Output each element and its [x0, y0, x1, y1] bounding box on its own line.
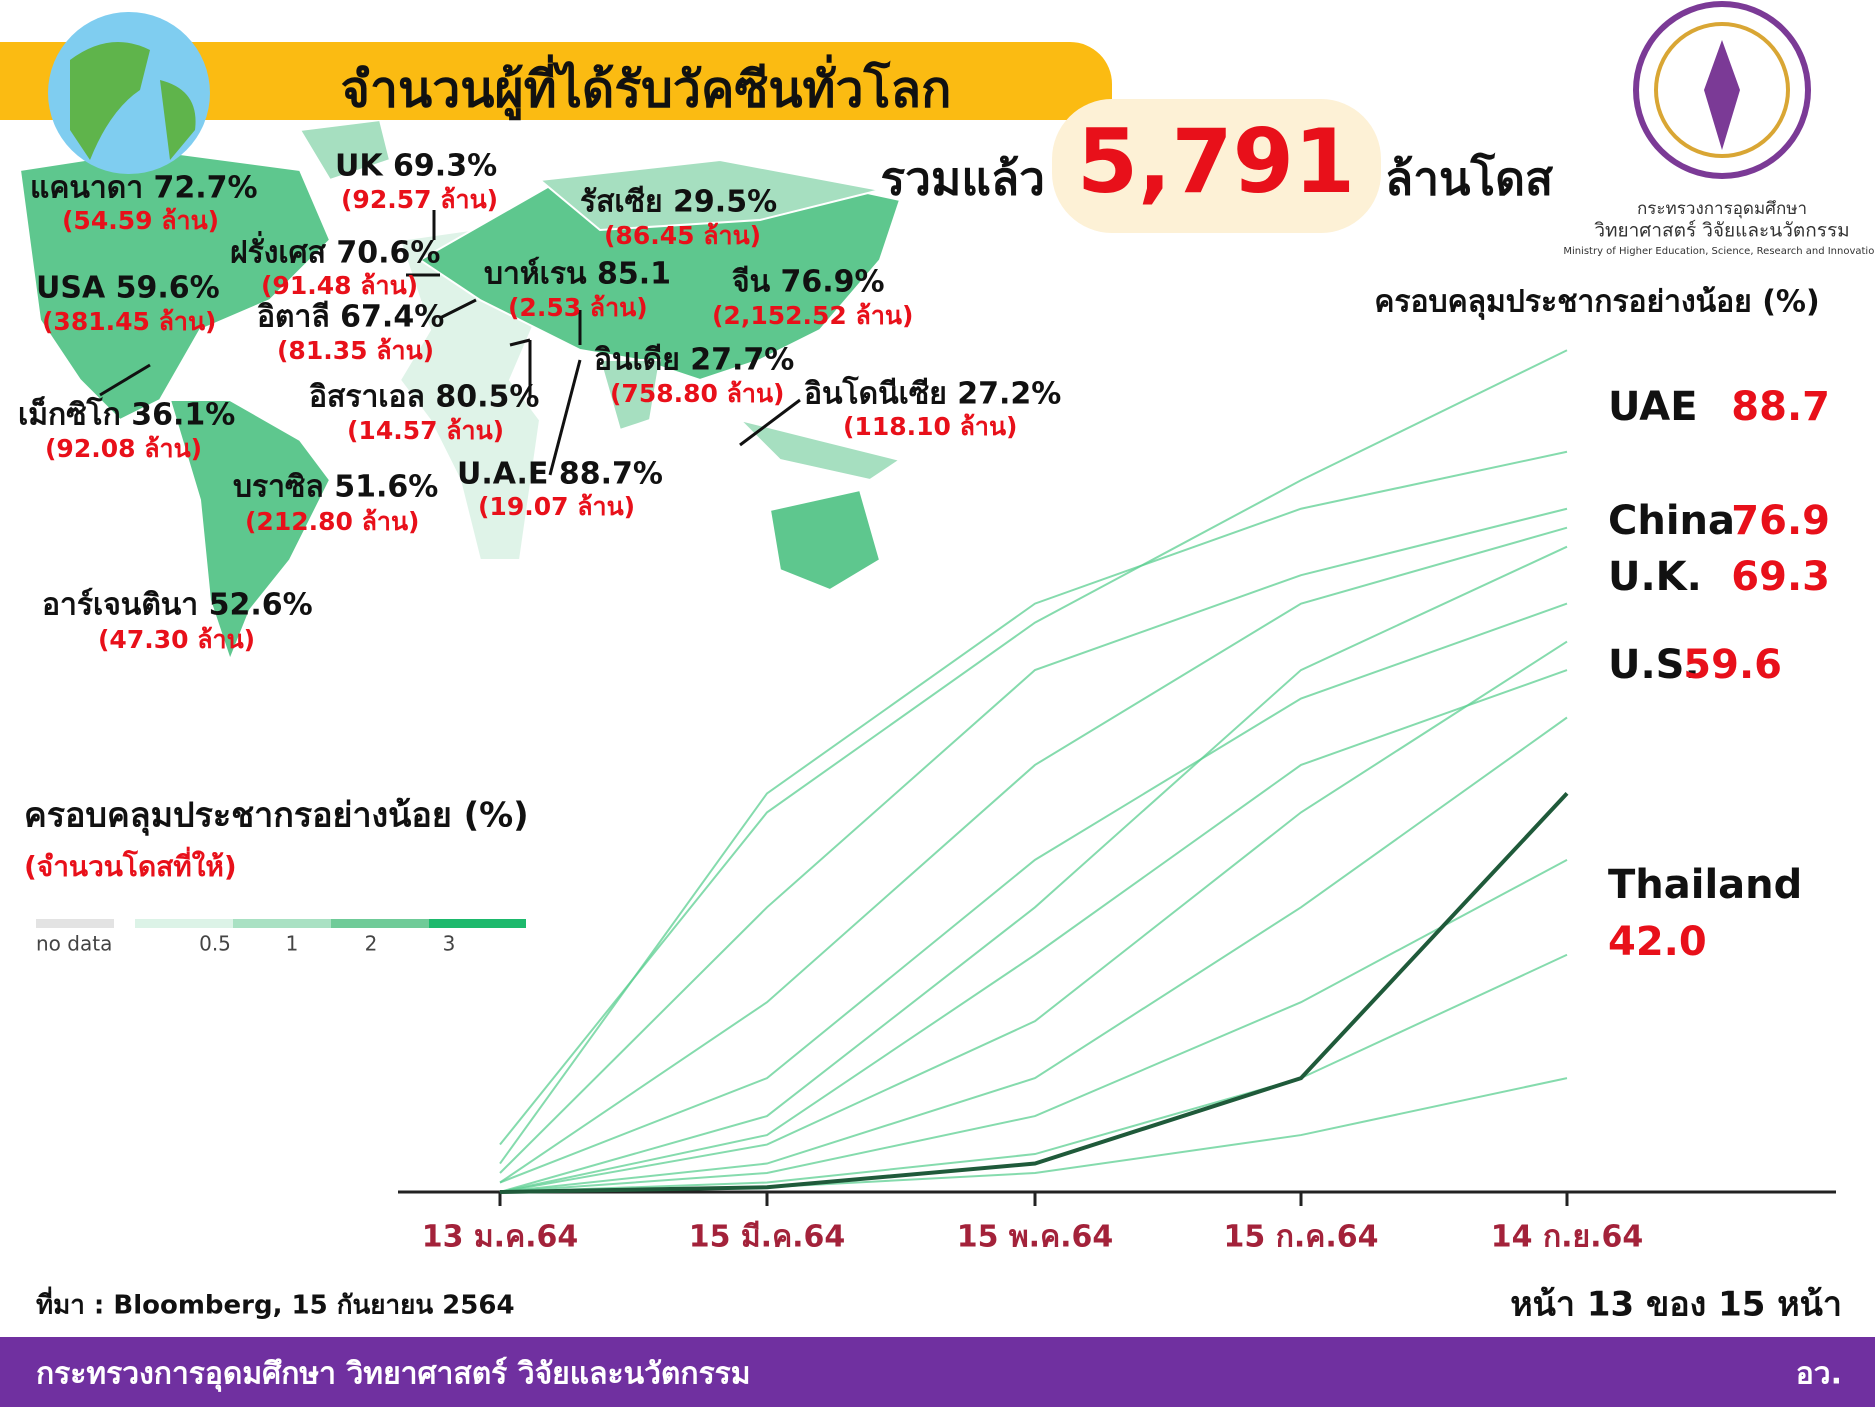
map-label: อิตาลี 67.4% [257, 300, 444, 335]
map-label: USA 59.6% [36, 271, 220, 306]
legend-swatch [36, 919, 114, 928]
callout-name: U.K. [1608, 554, 1702, 600]
callout-value: 76.9 [1731, 498, 1830, 544]
callout-name: Thailand [1608, 862, 1802, 908]
page-number: หน้า 13 ของ 15 หน้า [1510, 1285, 1842, 1325]
callout-value: 88.7 [1731, 384, 1830, 430]
callout-name: China [1608, 498, 1735, 544]
map-doses: (47.30 ล้าน) [98, 625, 255, 654]
legend-title: ครอบคลุมประชากรอย่างน้อย (%) [24, 796, 529, 837]
ministry-short: อว. [1796, 1357, 1842, 1392]
x-tick-label: 13 ม.ค.64 [422, 1220, 579, 1255]
globe-land [70, 42, 196, 160]
map-doses: (118.10 ล้าน) [843, 412, 1017, 441]
series-line [499, 545, 1568, 1193]
series-line [499, 716, 1568, 1193]
map-label: รัสเซีย 29.5% [580, 185, 777, 220]
logo-ring [1654, 22, 1790, 158]
legend-label: 2 [365, 932, 378, 956]
series-line [499, 602, 1568, 1184]
series-line [499, 640, 1568, 1193]
map-label: U.A.E 88.7% [457, 457, 663, 492]
arrows [99, 210, 801, 476]
map-doses: (2.53 ล้าน) [508, 293, 648, 322]
map-doses: (2,152.52 ล้าน) [712, 301, 913, 330]
total-prefix: รวมแล้ว [880, 152, 1045, 206]
x-tick-label: 14 ก.ย.64 [1491, 1220, 1643, 1255]
x-tick-label: 15 พ.ค.64 [957, 1220, 1114, 1255]
map-label: UK 69.3% [335, 149, 497, 184]
callout-name: UAE [1608, 384, 1698, 430]
series-line [499, 792, 1569, 1194]
map-doses: (91.48 ล้าน) [261, 271, 418, 300]
map-doses: (81.35 ล้าน) [277, 336, 434, 365]
callout-value: 69.3 [1731, 554, 1830, 600]
callout-value: 59.6 [1683, 642, 1782, 688]
map-doses: (86.45 ล้าน) [604, 221, 761, 250]
map-doses: (19.07 ล้าน) [478, 492, 635, 521]
ministry: กระทรวงการอุดมศึกษา วิทยาศาสตร์ วิจัยและ… [36, 1357, 751, 1393]
chart-title: ครอบคลุมประชากรอย่างน้อย (%) [1374, 285, 1819, 321]
map-label: เม็กซิโก 36.1% [18, 396, 235, 433]
world-map [18, 118, 903, 663]
map-label: อิสราเอล 80.5% [309, 380, 539, 415]
map-label: จีน 76.9% [732, 265, 885, 300]
logo-line: Ministry of Higher Education, Science, R… [1563, 246, 1875, 257]
header-bar [0, 42, 1112, 120]
callout-name: U.S. [1608, 642, 1700, 688]
legend-swatch [331, 919, 429, 928]
map-doses: (381.45 ล้าน) [42, 307, 216, 336]
legend-swatch [135, 919, 233, 928]
series-line [499, 450, 1568, 1165]
callout-value: 42.0 [1608, 919, 1707, 965]
total-suffix: ล้านโดส [1385, 152, 1554, 206]
map-label: ฝรั่งเศส 70.6% [230, 231, 440, 271]
title: จำนวนผู้ที่ได้รับวัคซีนทั่วโลก [341, 55, 952, 121]
legend-swatch [233, 919, 331, 928]
map-label: บราซิล 51.6% [233, 470, 438, 505]
map-doses: (92.57 ล้าน) [341, 185, 498, 214]
map-label: แคนาดา 72.7% [30, 171, 258, 206]
map-doses: (14.57 ล้าน) [347, 416, 504, 445]
logo-line: กระทรวงการอุดมศึกษา [1637, 199, 1807, 219]
logo-emblem [1704, 40, 1740, 150]
map-label: อินเดีย 27.7% [594, 343, 794, 378]
legend-swatch [429, 919, 526, 928]
map-doses: (92.08 ล้าน) [45, 434, 202, 463]
map-doses: (212.80 ล้าน) [245, 507, 419, 536]
legend-subtitle: (จำนวนโดสที่ให้) [24, 846, 237, 883]
map-label: อาร์เจนตินา 52.6% [42, 588, 313, 623]
source: ที่มา : Bloomberg, 15 กันยายน 2564 [36, 1286, 515, 1321]
series-line [499, 349, 1568, 1146]
series-line [499, 858, 1568, 1193]
map-label: อินโดนีเซีย 27.2% [804, 375, 1061, 412]
legend-label: no data [36, 932, 112, 956]
series-line [499, 669, 1568, 1193]
map-label: บาห์เรน 85.1 [484, 257, 671, 292]
legend-label: 3 [443, 932, 456, 956]
map-doses: (758.80 ล้าน) [610, 379, 784, 408]
series-line [499, 953, 1568, 1193]
series-line [499, 526, 1568, 1184]
legend-label: 0.5 [199, 932, 231, 956]
x-tick-label: 15 มี.ค.64 [689, 1220, 846, 1255]
legend-label: 1 [286, 932, 299, 956]
series-line [499, 507, 1568, 1174]
total-pill [1052, 99, 1381, 233]
logo-line: วิทยาศาสตร์ วิจัยและนวัตกรรม [1594, 220, 1850, 242]
map-doses: (54.59 ล้าน) [62, 206, 219, 235]
total-value: 5,791 [1077, 110, 1355, 213]
footer-bar [0, 1337, 1875, 1407]
x-tick-label: 15 ก.ค.64 [1224, 1220, 1379, 1255]
